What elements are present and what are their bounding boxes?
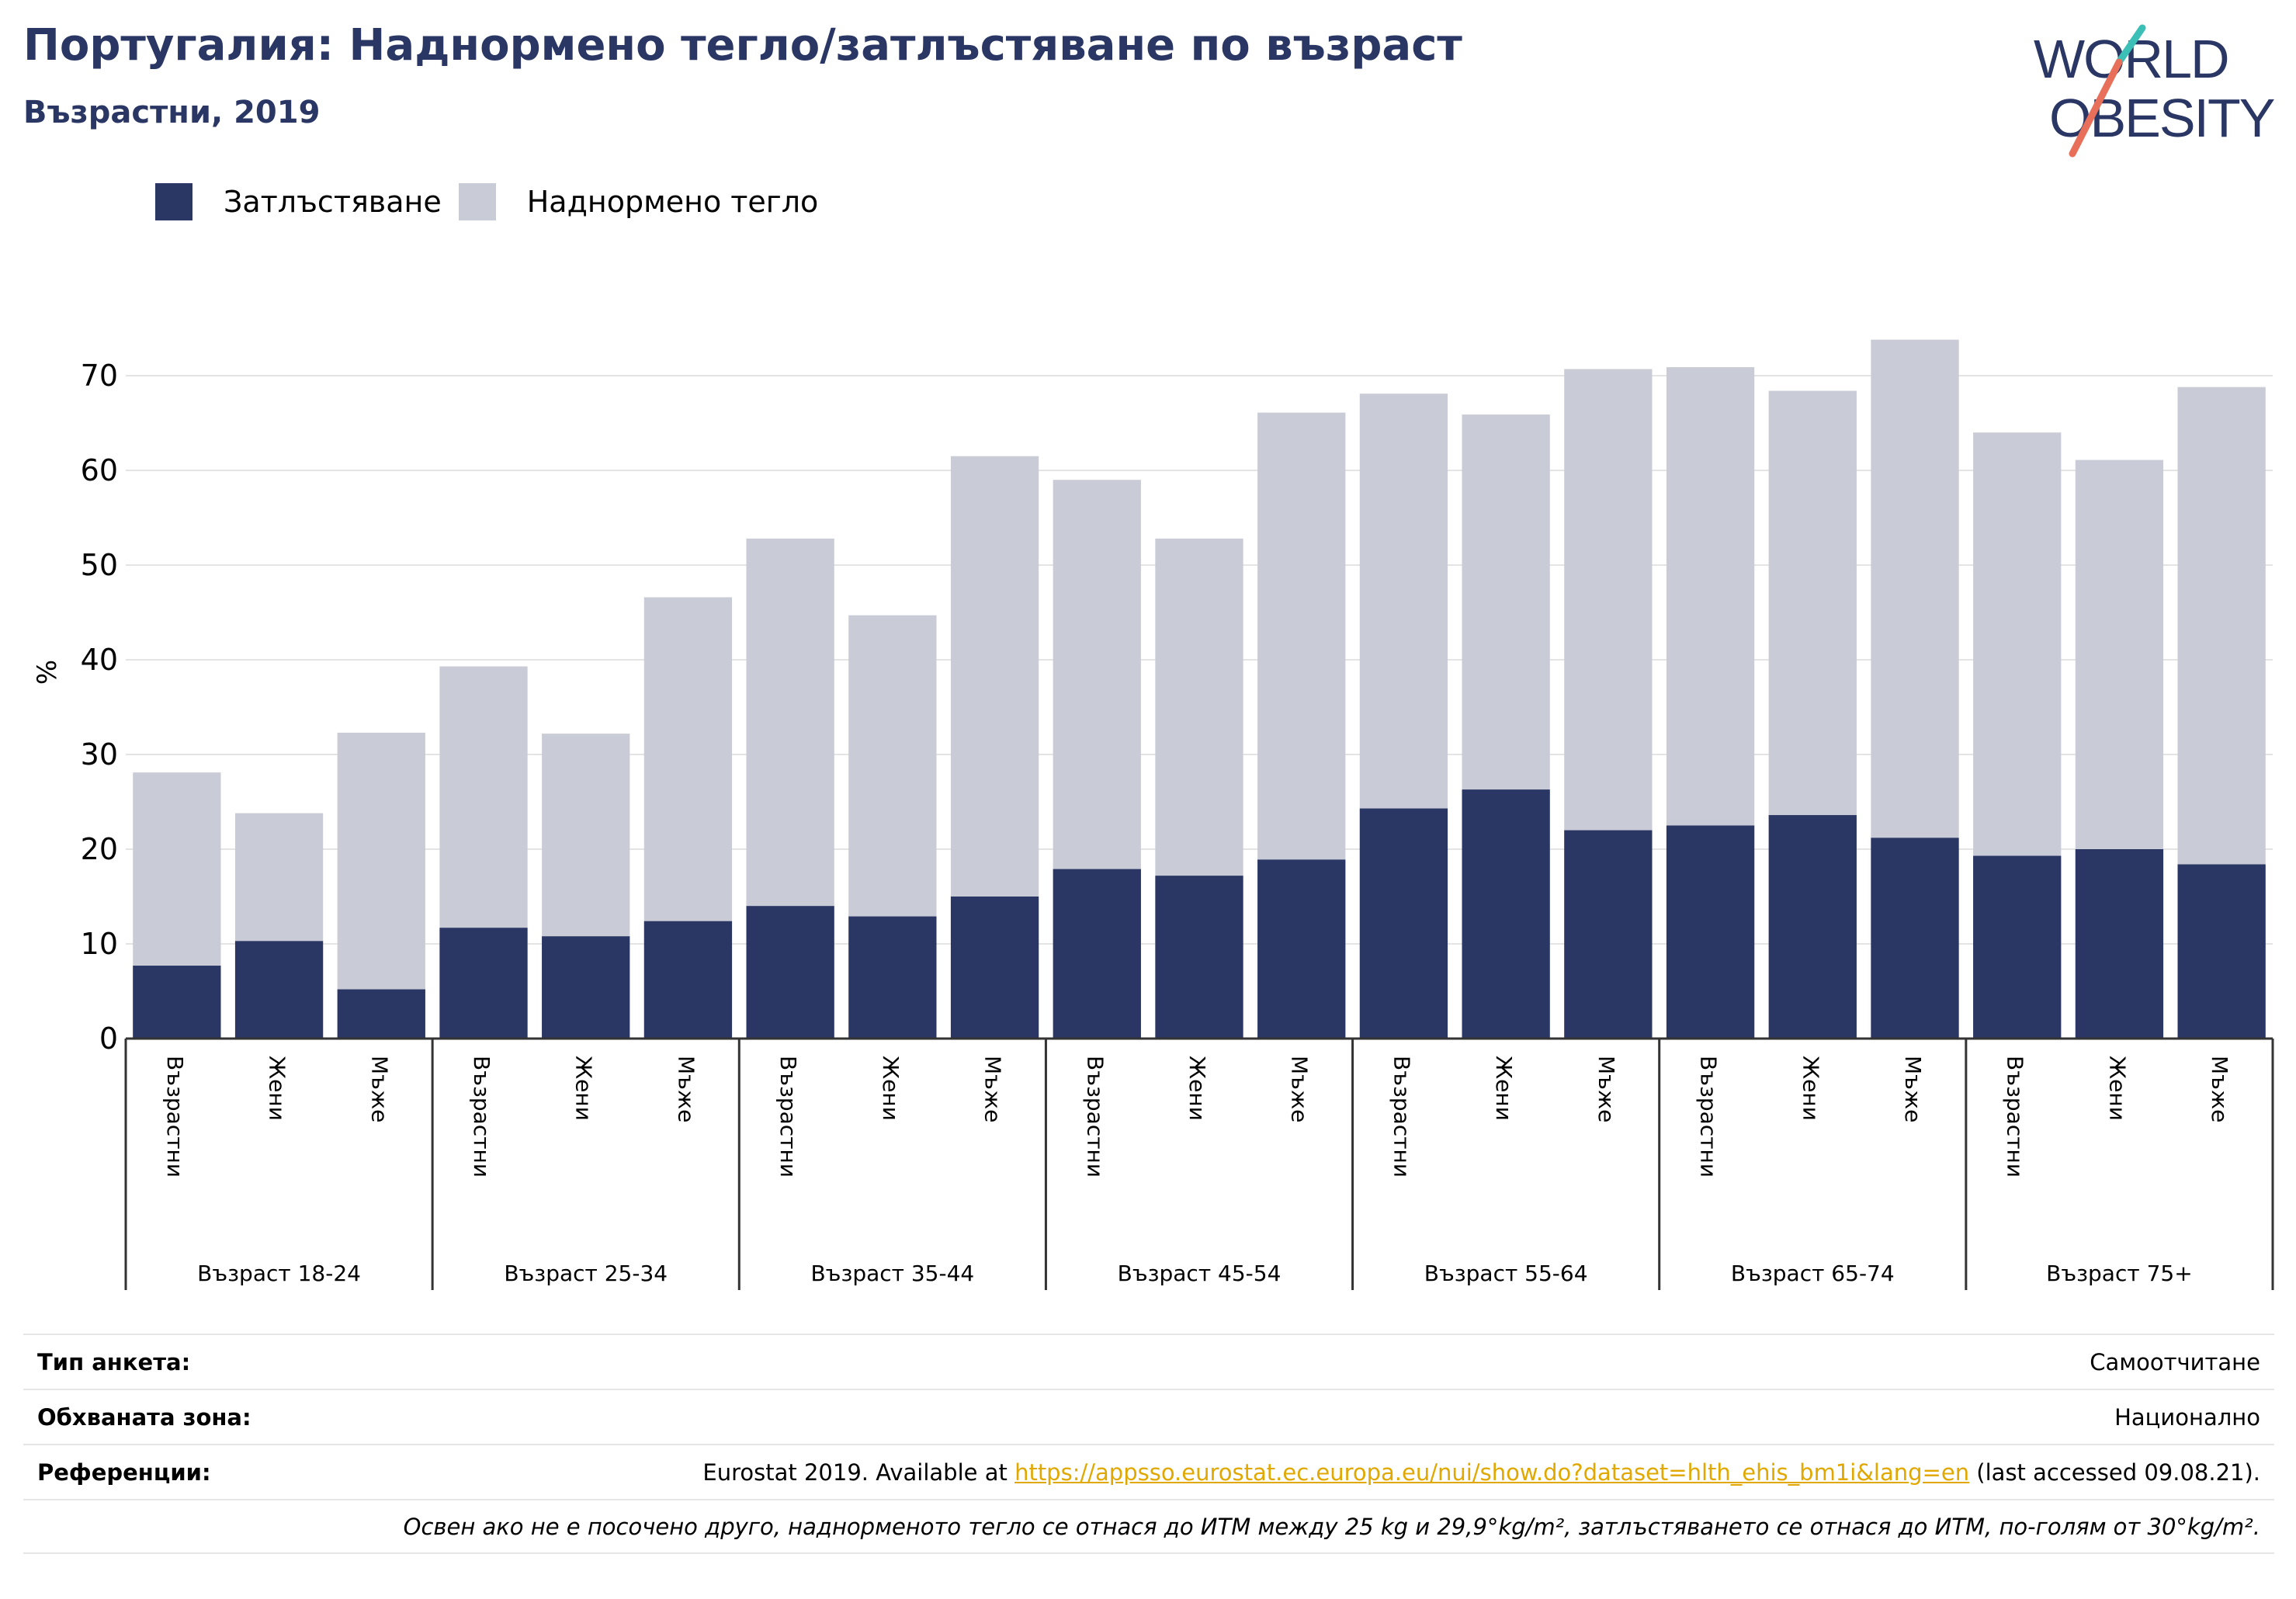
y-tick-label: 50: [81, 548, 118, 582]
legend-item-overweight: Наднормено тегло: [458, 183, 819, 220]
x-tick-label: Възрастни: [469, 1056, 494, 1178]
x-tick-label: Мъже: [1594, 1056, 1619, 1122]
bar-obesity: [2075, 849, 2164, 1039]
y-tick-label: 10: [81, 927, 118, 961]
references-prefix: Eurostat 2019. Available at: [702, 1459, 1015, 1486]
world-obesity-logo: WORLD OBESITY: [2034, 24, 2277, 158]
info-row-note: Освен ако не е посочено друго, наднормен…: [23, 1499, 2274, 1554]
bar-obesity: [1462, 789, 1550, 1039]
x-tick-label: Възрастни: [1389, 1056, 1414, 1178]
bar-obesity: [1564, 830, 1653, 1039]
group-label: Възраст 55-64: [1424, 1261, 1588, 1286]
group-label: Възраст 35-44: [810, 1261, 974, 1286]
group-label: Възраст 75+: [2046, 1261, 2193, 1286]
bar-chart: 0 10 20 30 40 50 60 70% Възрастни Жени Мъже Възраст…: [32, 339, 2274, 1290]
references-value: Eurostat 2019. Available at https://apps…: [702, 1459, 2260, 1486]
y-tick-label: 30: [81, 737, 118, 772]
x-tick-label: Жени: [571, 1056, 597, 1121]
bar-obesity: [1973, 855, 2062, 1039]
logo-slash-coral: [2069, 58, 2123, 158]
bar-obesity: [1666, 825, 1755, 1039]
page-title: Португалия: Наднормено тегло/затлъстяван…: [23, 20, 1462, 71]
references-link[interactable]: https://appsso.eurostat.ec.europa.eu/nui…: [1014, 1459, 1970, 1486]
references-suffix: (last accessed 09.08.21).: [1969, 1459, 2260, 1486]
y-axis-label: %: [32, 660, 63, 685]
bar-obesity: [643, 921, 733, 1039]
y-tick-label: 40: [81, 643, 118, 677]
bar-obesity: [337, 989, 425, 1039]
references-label: Референции:: [37, 1459, 211, 1486]
info-row-survey-type: Тип анкета: Самоотчитане: [23, 1334, 2274, 1389]
x-tick-label: Жени: [878, 1056, 903, 1121]
x-tick-label: Възрастни: [775, 1056, 801, 1178]
bar-obesity: [234, 941, 324, 1039]
logo-slash-teal: [2115, 24, 2146, 66]
legend-item-obesity: Затлъстяване: [155, 183, 442, 220]
bar-obesity: [1359, 808, 1448, 1039]
x-tick-label: Възрастни: [162, 1056, 188, 1178]
bar-obesity: [1053, 869, 1141, 1039]
y-tick-label: 70: [81, 359, 118, 393]
y-tick-label: 0: [99, 1021, 118, 1056]
x-tick-label: Възрастни: [1696, 1056, 1722, 1178]
x-tick-label: Мъже: [366, 1056, 392, 1122]
y-tick-label: 20: [81, 832, 118, 866]
bar-obesity: [848, 916, 937, 1039]
definition-note: Освен ако не е посочено друго, наднормен…: [403, 1513, 2260, 1540]
bar-obesity: [950, 897, 1039, 1039]
group-label: Възраст 45-54: [1118, 1261, 1282, 1286]
legend-swatch-overweight: [458, 183, 496, 220]
y-tick-label: 60: [81, 453, 118, 487]
bar-obesity: [2177, 864, 2266, 1039]
bar-obesity: [1155, 876, 1243, 1039]
legend-swatch-obesity: [155, 183, 192, 220]
bar-obesity: [542, 936, 630, 1039]
bar-overweight: [337, 732, 425, 1039]
x-tick-label: Жени: [1491, 1056, 1517, 1121]
area-label: Обхваната зона:: [37, 1403, 251, 1431]
x-tick-label: Жени: [1184, 1056, 1210, 1121]
info-row-area: Обхваната зона: Национално: [23, 1389, 2274, 1444]
x-tick-label: Мъже: [673, 1056, 699, 1122]
info-table: Тип анкета: Самоотчитане Обхваната зона:…: [23, 1334, 2274, 1554]
x-tick-label: Мъже: [1287, 1056, 1313, 1122]
x-tick-label: Възрастни: [2003, 1056, 2028, 1178]
bar-obesity: [1871, 838, 1959, 1039]
bar-obesity: [133, 966, 221, 1039]
x-tick-label: Жени: [265, 1056, 290, 1121]
bar-obesity: [439, 928, 528, 1039]
page-subtitle: Възрастни, 2019: [23, 95, 321, 130]
group-label: Възраст 65-74: [1731, 1261, 1895, 1286]
bar-obesity: [1257, 859, 1346, 1039]
x-tick-label: Мъже: [1900, 1056, 1926, 1122]
bar-obesity: [746, 906, 834, 1039]
chart-legend: Затлъстяване Наднормено тегло: [155, 179, 835, 225]
legend-label-obesity: Затлъстяване: [224, 185, 442, 219]
area-value: Национално: [2114, 1403, 2260, 1431]
x-tick-label: Мъже: [980, 1056, 1006, 1122]
group-label: Възраст 25-34: [504, 1261, 668, 1286]
x-tick-label: Жени: [2104, 1056, 2130, 1121]
x-tick-label: Възрастни: [1082, 1056, 1108, 1178]
x-tick-label: Мъже: [2207, 1056, 2232, 1122]
info-row-references: Референции: Eurostat 2019. Available at …: [23, 1444, 2274, 1499]
group-label: Възраст 18-24: [197, 1261, 361, 1286]
survey-type-value: Самоотчитане: [2090, 1348, 2260, 1375]
legend-label-overweight: Наднормено тегло: [526, 185, 819, 219]
x-tick-label: Жени: [1798, 1056, 1823, 1121]
survey-type-label: Тип анкета:: [37, 1348, 191, 1375]
bar-obesity: [1768, 815, 1857, 1039]
